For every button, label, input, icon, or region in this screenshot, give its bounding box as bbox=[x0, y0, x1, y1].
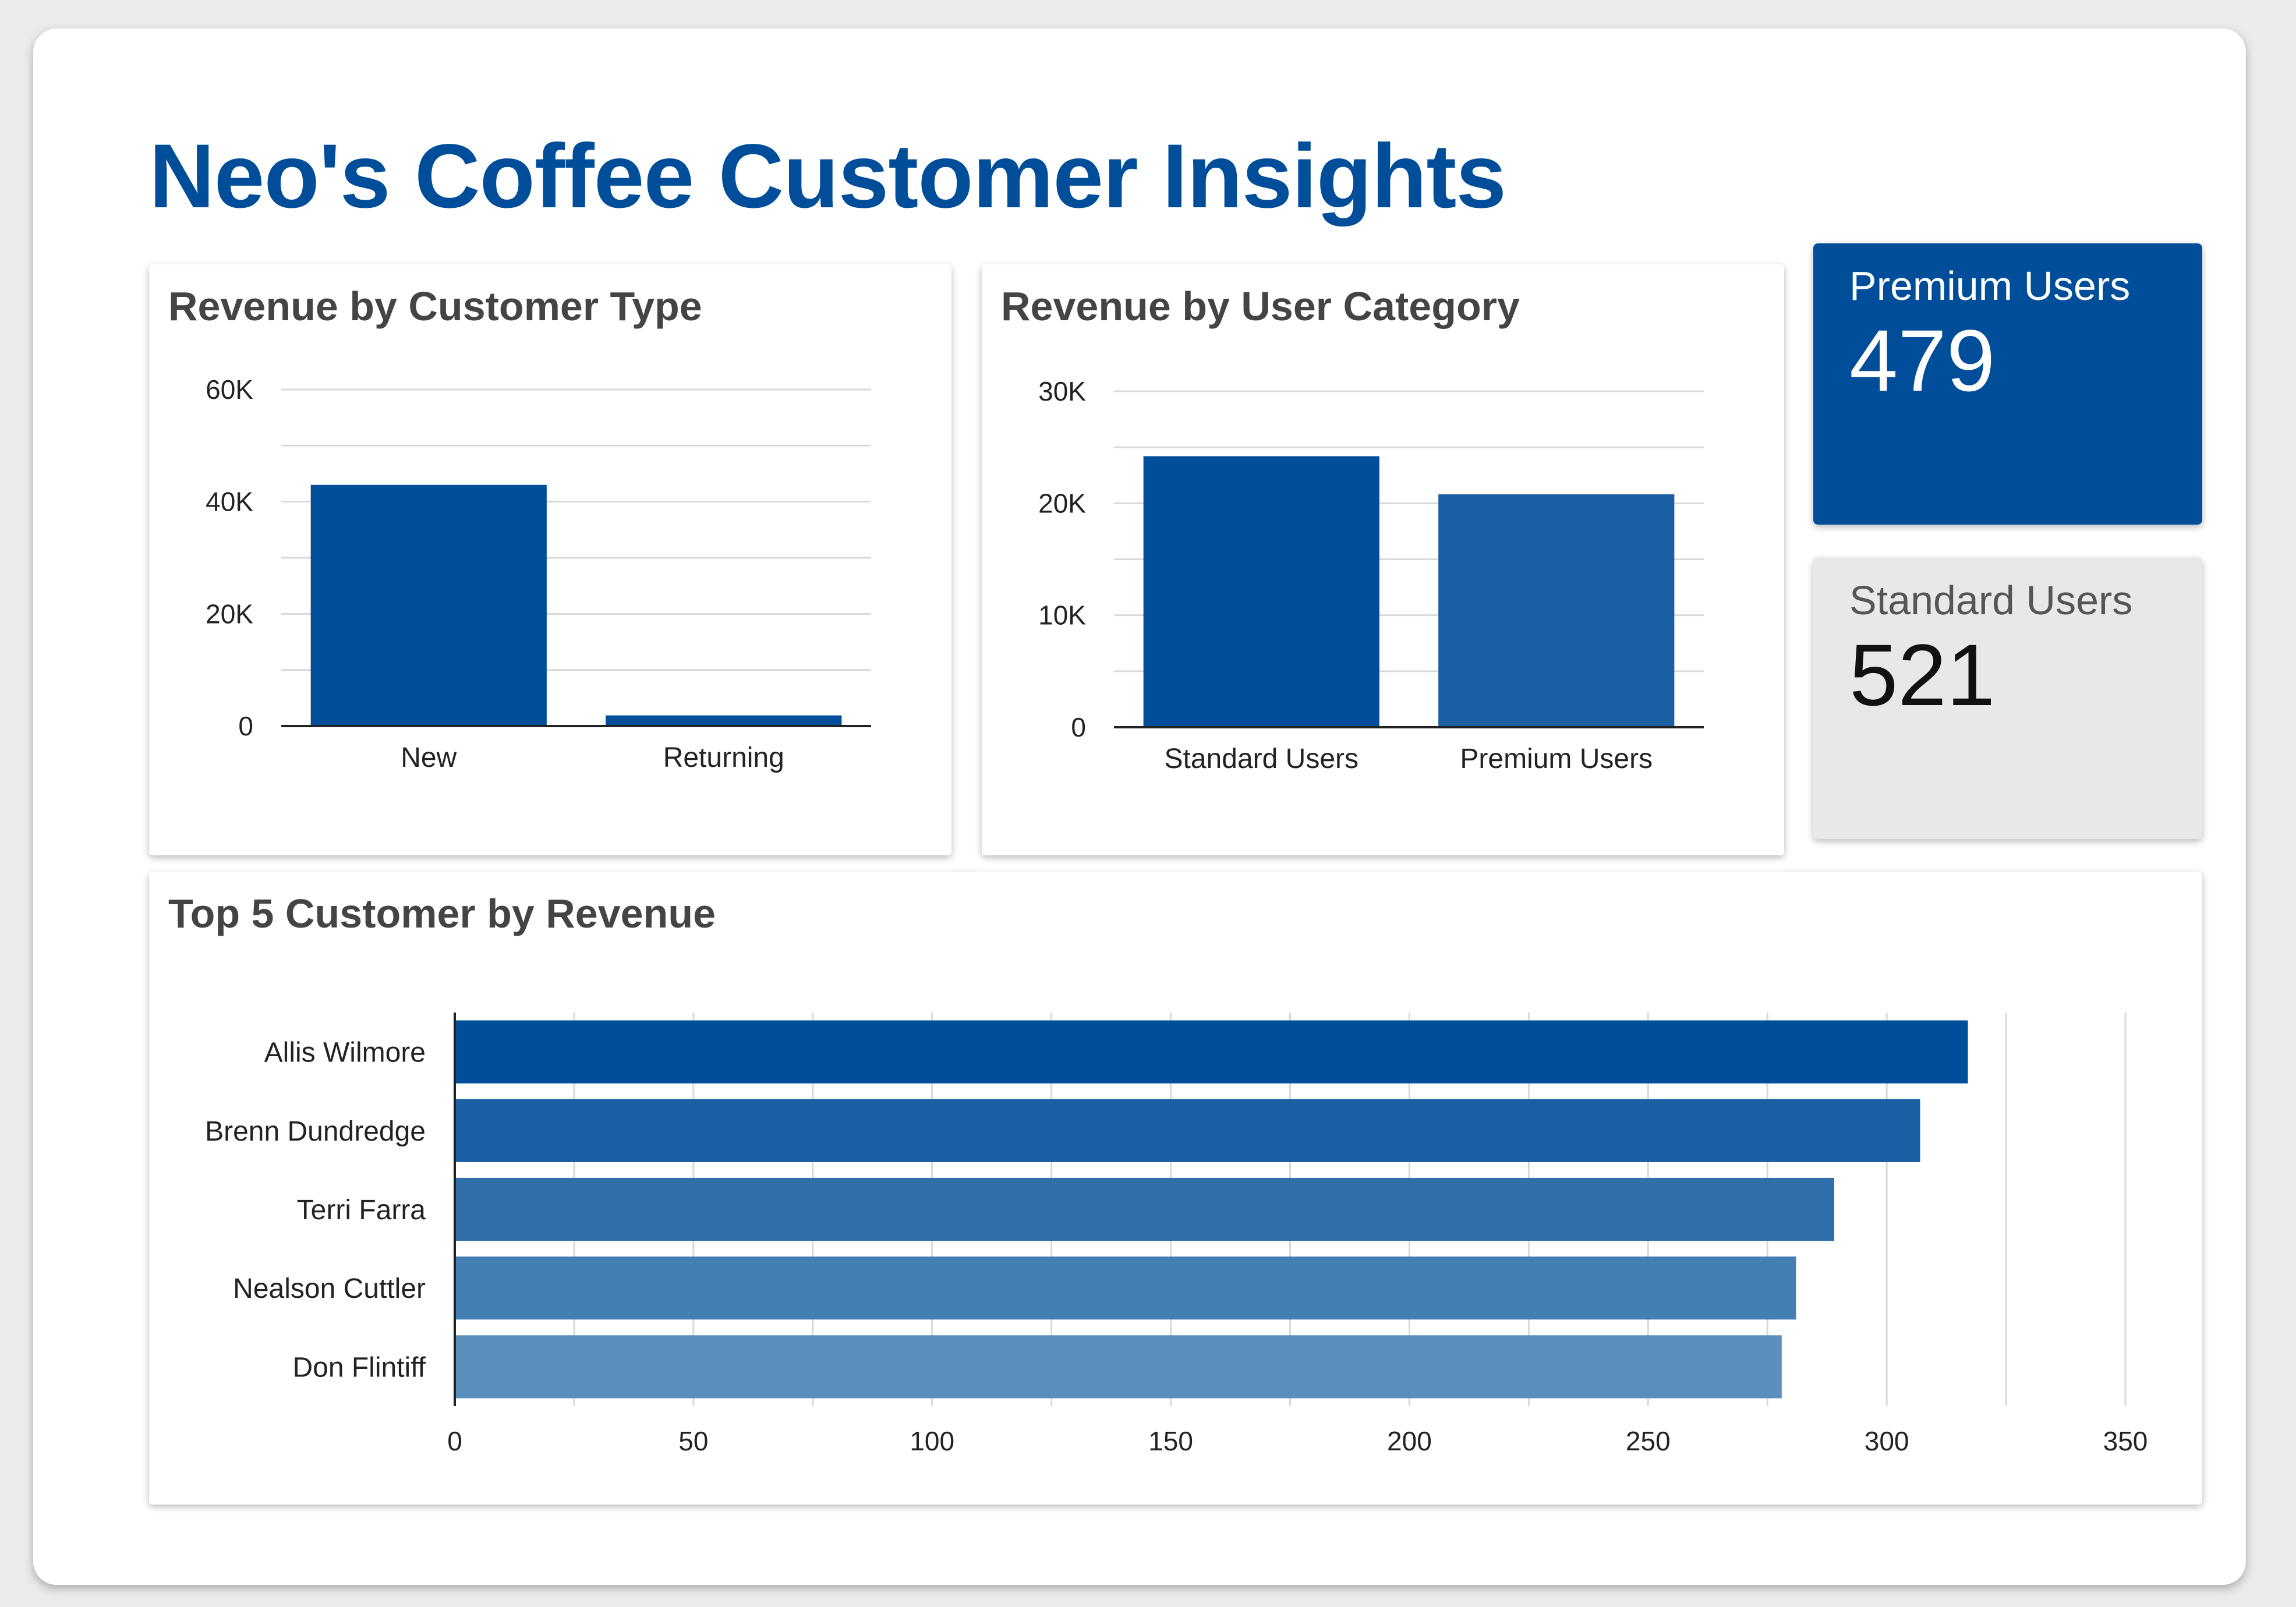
x-category-label: Standard Users bbox=[1165, 744, 1359, 774]
top-5-customers-panel: Top 5 Customer by Revenue 0 50 100 150 200 25… bbox=[149, 872, 2202, 1505]
x-tick-label: 300 bbox=[1865, 1426, 1909, 1456]
chart-title: Revenue by User Category bbox=[1001, 284, 1520, 329]
standard-users-value: 521 bbox=[1849, 626, 1996, 724]
x-category-label: Returning bbox=[663, 742, 784, 773]
y-tick-label: 20K bbox=[206, 599, 253, 629]
dashboard: Neo's Coffee Customer Insights Revenue b… bbox=[33, 29, 2246, 1585]
bar bbox=[606, 715, 842, 726]
bar bbox=[455, 1256, 1796, 1320]
y-tick-label: 60K bbox=[206, 374, 253, 405]
x-tick-label: 150 bbox=[1148, 1426, 1193, 1456]
bar bbox=[455, 1020, 1968, 1084]
chart-title: Top 5 Customer by Revenue bbox=[168, 891, 716, 936]
bar bbox=[455, 1099, 1920, 1162]
revenue-by-user-category-chart: 0 10K 20K 30K Standard Users Premium Users bbox=[1038, 376, 1704, 774]
x-tick-label: 250 bbox=[1626, 1426, 1671, 1456]
y-tick-label: 10K bbox=[1038, 600, 1086, 631]
x-tick-label: 0 bbox=[447, 1426, 462, 1456]
page-title: Neo's Coffee Customer Insights bbox=[149, 126, 1506, 227]
bar bbox=[455, 1335, 1782, 1399]
chart-title: Revenue by Customer Type bbox=[168, 284, 702, 329]
x-category-label: Premium Users bbox=[1460, 744, 1653, 774]
y-category-label: Terri Farra bbox=[297, 1195, 426, 1226]
y-category-label: Brenn Dundredge bbox=[205, 1116, 426, 1147]
bar bbox=[310, 484, 547, 726]
premium-users-card: Premium Users 479 bbox=[1813, 243, 2202, 525]
x-tick-label: 350 bbox=[2103, 1426, 2148, 1456]
premium-users-label: Premium Users bbox=[1849, 263, 2131, 309]
y-tick-label: 40K bbox=[206, 487, 253, 517]
y-tick-label: 0 bbox=[1071, 712, 1086, 742]
y-tick-label: 30K bbox=[1038, 376, 1086, 406]
x-tick-label: 50 bbox=[678, 1426, 708, 1456]
standard-users-label: Standard Users bbox=[1849, 578, 2133, 623]
revenue-by-user-category-panel: Revenue by User Category 0 10K 20K 30K Stand… bbox=[982, 264, 1784, 855]
x-category-label: New bbox=[401, 742, 457, 773]
x-tick-label: 100 bbox=[910, 1426, 954, 1456]
bar bbox=[1438, 494, 1675, 727]
y-category-label: Allis Wilmore bbox=[264, 1038, 426, 1068]
premium-users-value: 479 bbox=[1849, 312, 1996, 409]
bar bbox=[1143, 456, 1379, 727]
revenue-by-customer-type-chart: 0 20K 40K 60K New Returning bbox=[206, 374, 871, 773]
standard-users-card: Standard Users 521 bbox=[1813, 558, 2202, 839]
y-tick-label: 0 bbox=[238, 711, 253, 741]
revenue-by-customer-type-panel: Revenue by Customer Type 0 20K 40K 60K New Re… bbox=[149, 264, 951, 855]
y-category-label: Nealson Cuttler bbox=[233, 1273, 426, 1304]
y-category-label: Don Flintiff bbox=[292, 1352, 426, 1383]
y-tick-label: 20K bbox=[1038, 488, 1086, 518]
top-5-customers-chart: 0 50 100 150 200 250 300 350 Allis Wilmore Brenn … bbox=[205, 1013, 2148, 1456]
bar bbox=[455, 1177, 1834, 1241]
x-tick-label: 200 bbox=[1387, 1426, 1432, 1456]
